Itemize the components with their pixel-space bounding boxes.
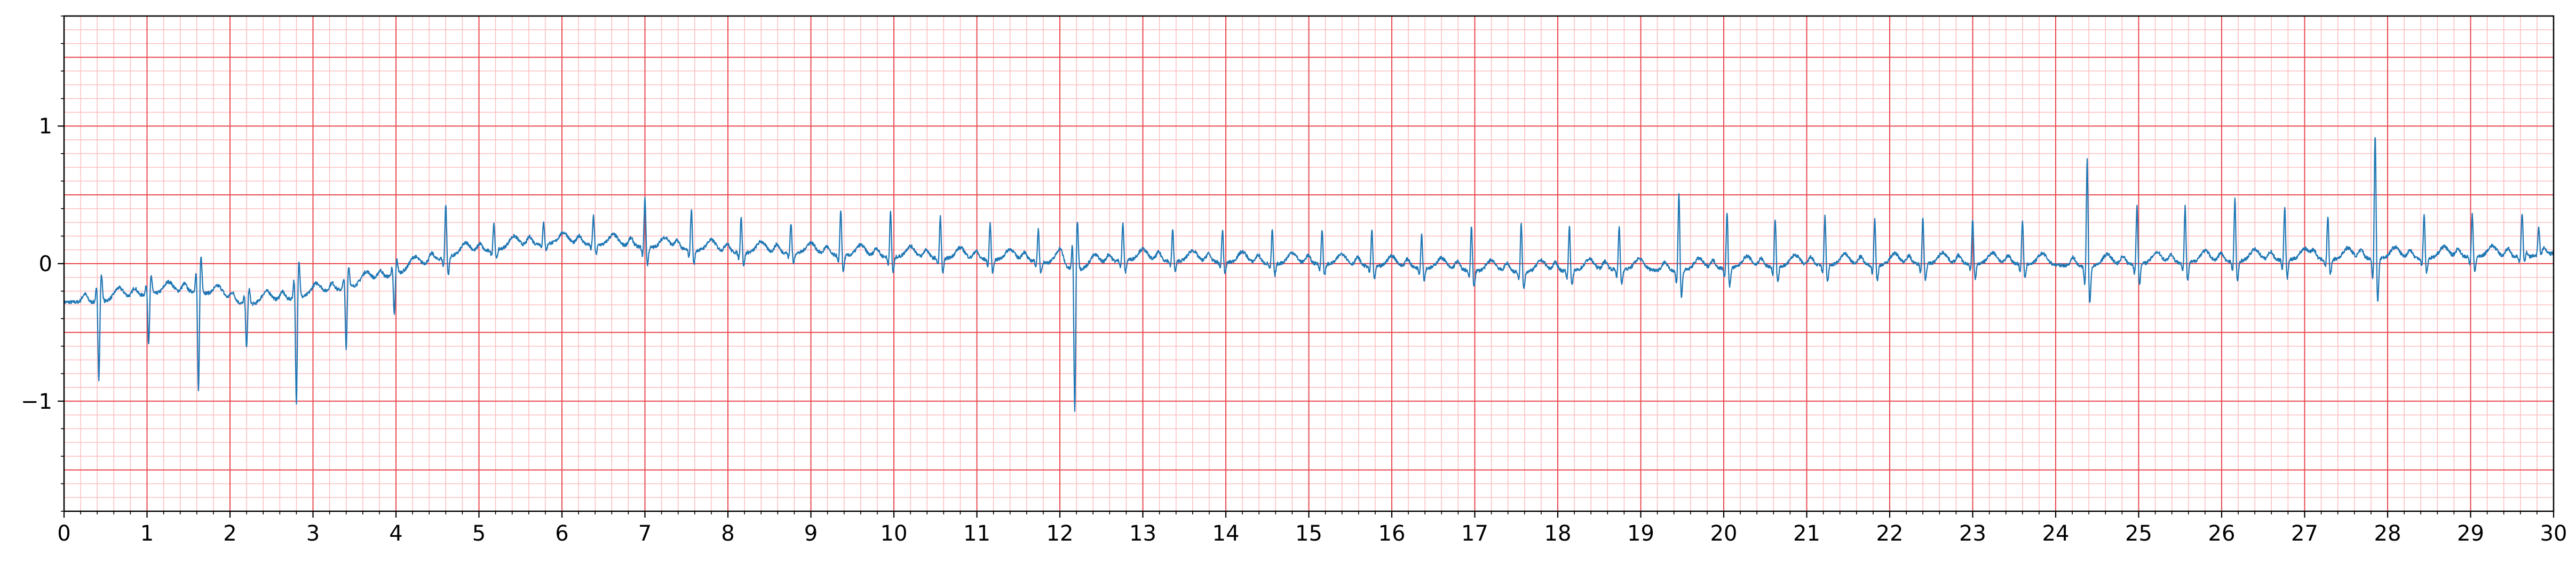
ecg-trace: [63, 137, 2554, 412]
x-tick-label: 16: [1378, 521, 1406, 546]
x-tick-label: 20: [1710, 521, 1738, 546]
x-tick-label: 6: [555, 521, 568, 546]
x-tick-label: 30: [2540, 521, 2567, 546]
x-tick-label: 19: [1627, 521, 1654, 546]
x-tick-label: 28: [2374, 521, 2401, 546]
x-tick-label: 15: [1295, 521, 1322, 546]
x-tick-label: 27: [2291, 521, 2318, 546]
x-tick-label: 25: [2125, 521, 2152, 546]
x-tick-label: 5: [472, 521, 486, 546]
x-axis: 0 1 2 3 4 5 6 7 8 9 10 11 12 13 14 15 16 17 18 19 20 21 22 23 24…: [57, 511, 2567, 546]
major-grid: [64, 16, 2554, 511]
x-tick-label: 1: [140, 521, 154, 546]
x-tick-label: 8: [721, 521, 734, 546]
x-tick-label: 18: [1544, 521, 1572, 546]
x-tick-label: 23: [1959, 521, 1986, 546]
x-tick-label: 26: [2208, 521, 2236, 546]
y-axis: 1 0 −1: [21, 15, 64, 512]
x-tick-label: 0: [57, 521, 70, 546]
x-tick-label: 3: [306, 521, 320, 546]
x-tick-label: 24: [2042, 521, 2070, 546]
x-tick-label: 13: [1129, 521, 1156, 546]
x-tick-label: 9: [804, 521, 818, 546]
x-tick-label: 2: [223, 521, 236, 546]
x-tick-label: 11: [963, 521, 990, 546]
x-tick-label: 21: [1793, 521, 1820, 546]
y-tick-label: 1: [39, 114, 52, 139]
x-tick-label: 4: [389, 521, 402, 546]
x-tick-label: 22: [1876, 521, 1904, 546]
x-tick-label: 10: [881, 521, 908, 546]
y-tick-label: 0: [39, 252, 52, 276]
x-tick-label: 7: [638, 521, 652, 546]
x-tick-label: 17: [1461, 521, 1488, 546]
x-tick-label: 12: [1047, 521, 1074, 546]
y-tick-label: −1: [21, 390, 52, 414]
x-tick-label: 29: [2457, 521, 2484, 546]
x-tick-label: 14: [1212, 521, 1240, 546]
